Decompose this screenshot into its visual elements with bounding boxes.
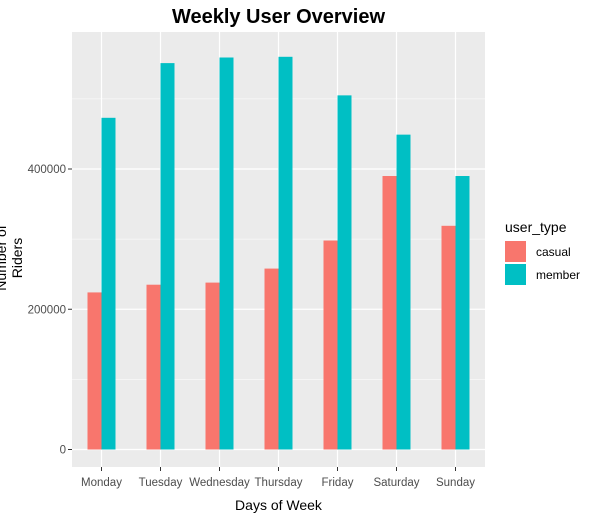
bar-casual-tuesday <box>146 284 161 450</box>
x-tick-label: Saturday <box>373 477 419 489</box>
legend: user_type casual member <box>505 219 580 286</box>
chart-title: Weekly User Overview <box>171 6 386 28</box>
bar-casual-sunday <box>441 225 456 450</box>
x-tick-label: Thursday <box>255 477 303 489</box>
legend-swatch-member <box>505 264 526 285</box>
x-tick-label: Wednesday <box>189 477 250 489</box>
legend-item-casual: casual <box>505 240 580 263</box>
bar-member-monday <box>101 117 116 450</box>
x-tick-label: Sunday <box>436 477 475 489</box>
bar-member-sunday <box>455 176 470 450</box>
bar-casual-friday <box>323 240 338 450</box>
x-tick-label: Tuesday <box>139 477 183 489</box>
x-tick-label: Monday <box>81 477 122 489</box>
legend-title: user_type <box>505 219 567 235</box>
bar-member-saturday <box>396 134 411 450</box>
legend-label-member: member <box>536 267 581 282</box>
bar-casual-monday <box>87 292 102 450</box>
legend-swatch-casual <box>505 241 526 262</box>
y-axis-label: Number of Riders <box>0 225 25 291</box>
x-axis-label: Days of Week <box>235 497 322 513</box>
legend-label-casual: casual <box>536 244 571 259</box>
bar-member-friday <box>337 95 352 450</box>
legend-item-member: member <box>505 263 580 286</box>
bar-casual-wednesday <box>205 282 220 450</box>
bar-member-thursday <box>278 56 293 450</box>
bar-member-wednesday <box>219 57 234 450</box>
bar-casual-saturday <box>382 176 397 450</box>
bar-member-tuesday <box>160 63 175 450</box>
x-tick-label: Friday <box>322 477 354 489</box>
bar-casual-thursday <box>264 268 279 450</box>
y-tick-label: 200000 <box>28 304 66 316</box>
y-tick-label: 0 <box>60 445 66 457</box>
y-tick-label: 400000 <box>28 164 66 176</box>
